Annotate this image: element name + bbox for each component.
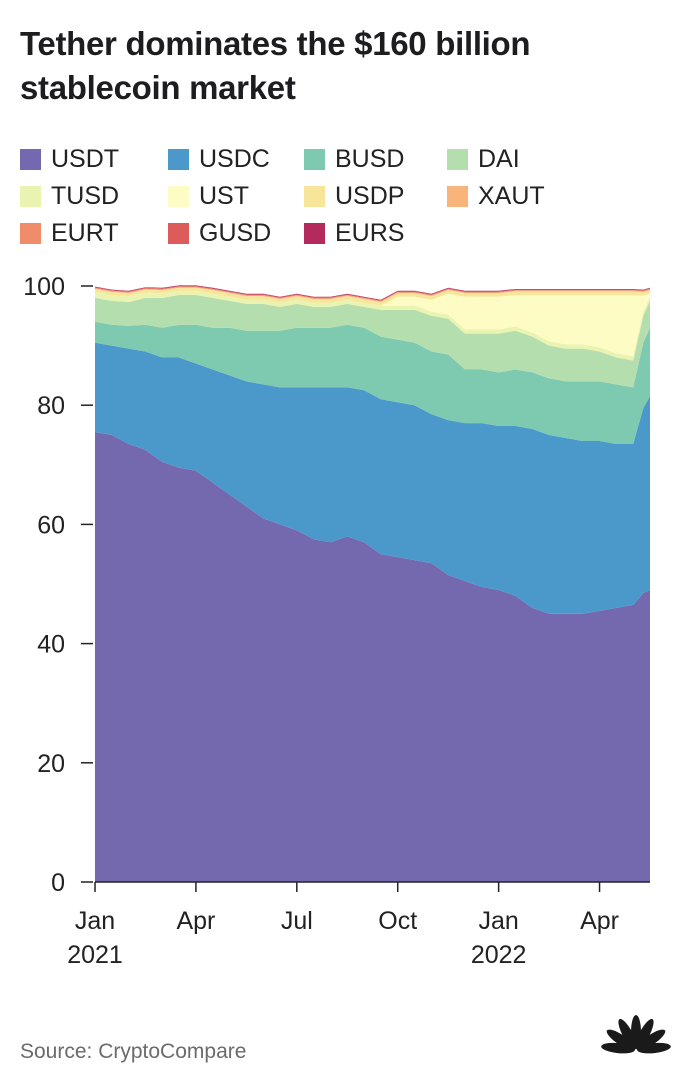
nbc-peacock-icon — [601, 1015, 671, 1054]
x-tick-label: Jul — [281, 907, 313, 935]
legend-swatch — [20, 148, 41, 170]
legend-item-eurt: EURT — [20, 219, 119, 247]
y-tick-label: 0 — [51, 869, 65, 897]
y-tick-label: 100 — [23, 273, 65, 301]
x-tick-label: Apr — [176, 907, 215, 935]
legend-label: USDT — [51, 144, 120, 173]
legend-swatch — [20, 222, 41, 244]
x-tick-label: Oct — [378, 907, 417, 935]
legend-item-tusd: TUSD — [20, 182, 119, 210]
legend-label: EURT — [51, 218, 119, 247]
legend-label: UST — [199, 181, 249, 210]
legend-label: TUSD — [51, 181, 120, 210]
x-tick-label: Apr — [580, 907, 619, 935]
legend-label: USDC — [199, 144, 270, 173]
stacked-area-chart: 0 20 40 60 80 100 Jan 2021 Apr Jul Oct Jan 2022 Apr — [23, 273, 650, 969]
area-tusd — [95, 290, 650, 361]
area-busd — [95, 321, 650, 444]
legend-swatch — [304, 148, 325, 170]
chart-title: Tether dominates the $160 billion stable… — [20, 22, 660, 110]
legend-label: GUSD — [199, 218, 272, 247]
legend-item-gusd: GUSD — [168, 219, 271, 247]
title-line-2: stablecoin market — [20, 69, 296, 106]
y-tick-label: 20 — [37, 750, 65, 778]
legend-swatch — [447, 148, 468, 170]
legend-swatch — [304, 185, 325, 207]
legend-swatch — [20, 185, 41, 207]
x-tick-label: Jan — [75, 907, 115, 935]
legend-label: XAUT — [478, 181, 545, 210]
y-tick-label: 80 — [37, 392, 65, 420]
area-dai — [95, 294, 650, 388]
legend-item-dai: DAI — [447, 145, 520, 173]
source-note: Source: CryptoCompare — [20, 1040, 247, 1063]
legend-item-xaut: XAUT — [447, 182, 545, 210]
legend-item-usdt: USDT — [20, 145, 119, 173]
legend-label: EURS — [335, 218, 405, 247]
area-ust — [95, 290, 650, 357]
title-line-1: Tether dominates the $160 billion — [20, 25, 531, 62]
legend-swatch — [168, 222, 189, 244]
legend-swatch — [447, 185, 468, 207]
area-usdc — [95, 342, 650, 614]
area-layers — [95, 285, 650, 882]
legend-swatch — [168, 185, 189, 207]
x-year-label: 2022 — [471, 941, 527, 969]
x-year-label: 2021 — [67, 941, 123, 969]
legend-swatch — [168, 148, 189, 170]
area-usdp — [95, 287, 650, 306]
legend-item-eurs: EURS — [304, 219, 404, 247]
legend-item-ust: UST — [168, 182, 249, 210]
legend-item-usdc: USDC — [168, 145, 270, 173]
y-tick-label: 60 — [37, 511, 65, 539]
legend-item-busd: BUSD — [304, 145, 404, 173]
y-tick-label: 40 — [37, 631, 65, 659]
area-usdt — [95, 432, 650, 882]
legend-label: USDP — [335, 181, 405, 210]
legend-item-usdp: USDP — [304, 182, 404, 210]
legend-label: DAI — [478, 144, 520, 173]
legend-swatch — [304, 222, 325, 244]
legend-label: BUSD — [335, 144, 405, 173]
x-tick-label: Jan — [478, 907, 518, 935]
